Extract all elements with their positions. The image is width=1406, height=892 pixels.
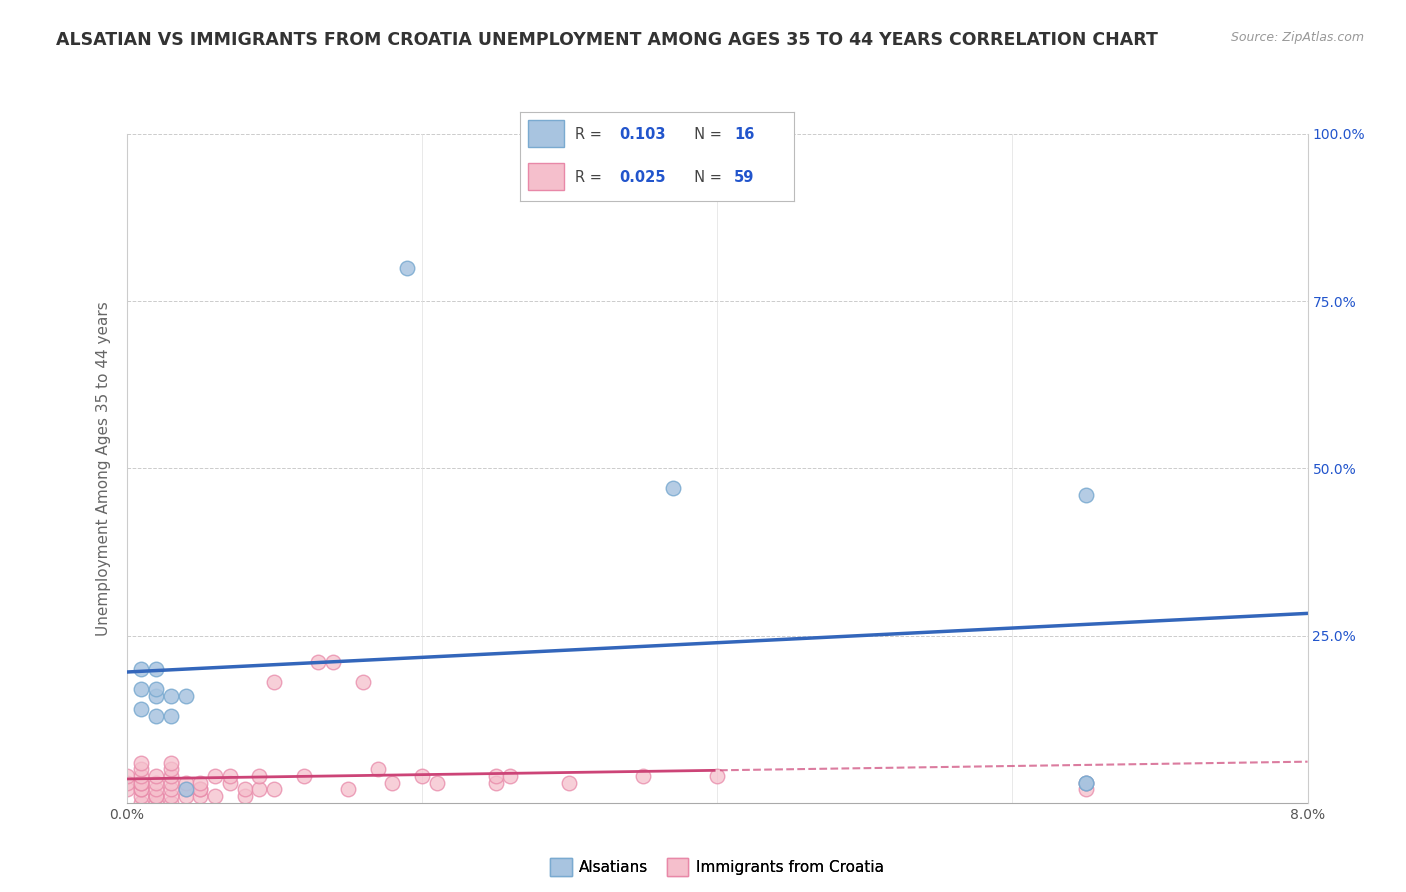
- Point: [174, 775, 197, 790]
- Bar: [529, 163, 564, 190]
- Point: [411, 769, 433, 783]
- Point: [174, 782, 197, 797]
- Y-axis label: Unemployment Among Ages 35 to 44 years: Unemployment Among Ages 35 to 44 years: [96, 301, 111, 636]
- Point: [115, 775, 138, 790]
- Point: [160, 789, 183, 803]
- Point: [160, 769, 183, 783]
- Point: [322, 655, 344, 669]
- Point: [1076, 775, 1098, 790]
- Point: [160, 708, 183, 723]
- Point: [145, 775, 167, 790]
- Point: [115, 782, 138, 797]
- Point: [263, 782, 285, 797]
- Point: [129, 775, 153, 790]
- Point: [307, 655, 329, 669]
- Point: [129, 796, 153, 810]
- Point: [352, 675, 374, 690]
- Point: [247, 769, 270, 783]
- Point: [145, 789, 167, 803]
- Point: [129, 769, 153, 783]
- Point: [160, 689, 183, 703]
- Point: [129, 775, 153, 790]
- Point: [160, 775, 183, 790]
- Legend: Alsatians, Immigrants from Croatia: Alsatians, Immigrants from Croatia: [544, 852, 890, 882]
- Text: N =: N =: [685, 128, 727, 142]
- Point: [337, 782, 360, 797]
- Point: [188, 775, 211, 790]
- Point: [145, 782, 167, 797]
- Point: [129, 756, 153, 770]
- Point: [425, 775, 447, 790]
- Point: [661, 482, 683, 496]
- Point: [247, 782, 270, 797]
- Text: Source: ZipAtlas.com: Source: ZipAtlas.com: [1230, 31, 1364, 45]
- Point: [115, 769, 138, 783]
- Text: 16: 16: [734, 128, 755, 142]
- Point: [129, 782, 153, 797]
- Point: [263, 675, 285, 690]
- Text: 0.025: 0.025: [619, 170, 665, 185]
- Point: [1076, 775, 1098, 790]
- Point: [292, 769, 315, 783]
- Point: [129, 681, 153, 696]
- Point: [484, 769, 508, 783]
- Point: [219, 769, 242, 783]
- Point: [129, 762, 153, 776]
- Point: [129, 789, 153, 803]
- Point: [188, 782, 211, 797]
- Text: N =: N =: [685, 170, 727, 185]
- Point: [174, 782, 197, 797]
- Point: [1076, 488, 1098, 502]
- Point: [499, 769, 522, 783]
- Point: [160, 756, 183, 770]
- Point: [160, 796, 183, 810]
- Text: ALSATIAN VS IMMIGRANTS FROM CROATIA UNEMPLOYMENT AMONG AGES 35 TO 44 YEARS CORRE: ALSATIAN VS IMMIGRANTS FROM CROATIA UNEM…: [56, 31, 1159, 49]
- Point: [145, 796, 167, 810]
- Point: [145, 708, 167, 723]
- Point: [145, 789, 167, 803]
- Text: R =: R =: [575, 170, 606, 185]
- Text: R =: R =: [575, 128, 606, 142]
- Point: [396, 260, 419, 275]
- Point: [174, 689, 197, 703]
- Point: [484, 775, 508, 790]
- Point: [129, 702, 153, 716]
- Point: [706, 769, 728, 783]
- Point: [1076, 782, 1098, 797]
- Bar: [529, 120, 564, 147]
- Point: [129, 782, 153, 797]
- Point: [145, 689, 167, 703]
- Point: [233, 789, 256, 803]
- Point: [1076, 775, 1098, 790]
- Point: [160, 762, 183, 776]
- Point: [174, 789, 197, 803]
- Point: [366, 762, 388, 776]
- Point: [160, 782, 183, 797]
- Point: [233, 782, 256, 797]
- Point: [145, 769, 167, 783]
- Point: [219, 775, 242, 790]
- Point: [381, 775, 404, 790]
- Point: [188, 789, 211, 803]
- Point: [188, 782, 211, 797]
- Text: 59: 59: [734, 170, 755, 185]
- Point: [204, 789, 226, 803]
- Point: [558, 775, 581, 790]
- Point: [204, 769, 226, 783]
- Point: [633, 769, 655, 783]
- Point: [145, 681, 167, 696]
- Text: 0.103: 0.103: [619, 128, 665, 142]
- Point: [145, 662, 167, 676]
- Point: [129, 662, 153, 676]
